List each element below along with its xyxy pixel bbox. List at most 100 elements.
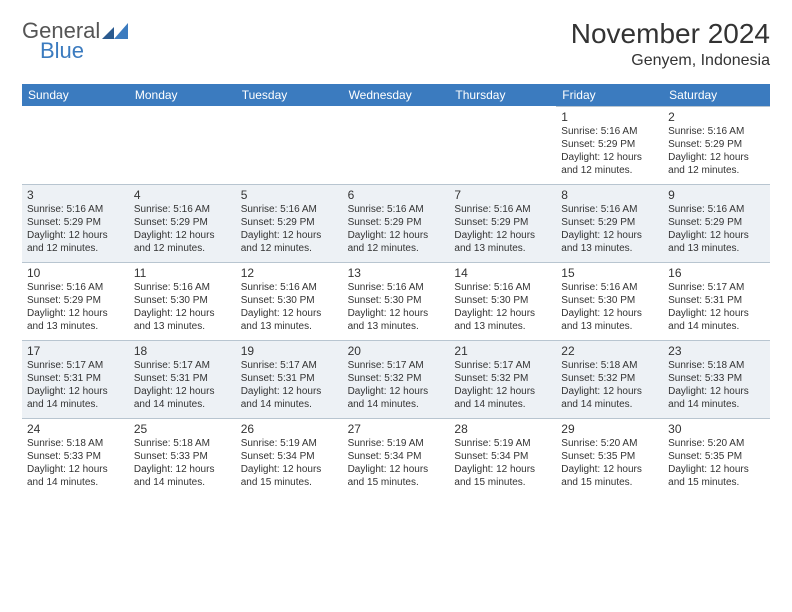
day-number: 17 (27, 344, 124, 358)
day-info: Sunrise: 5:16 AMSunset: 5:30 PMDaylight:… (241, 281, 338, 333)
empty-cell (449, 106, 556, 184)
day-cell: 1Sunrise: 5:16 AMSunset: 5:29 PMDaylight… (556, 106, 663, 184)
sunrise-text: Sunrise: 5:17 AM (27, 359, 124, 372)
day-info: Sunrise: 5:16 AMSunset: 5:29 PMDaylight:… (27, 203, 124, 255)
day-info: Sunrise: 5:20 AMSunset: 5:35 PMDaylight:… (561, 437, 658, 489)
sunrise-text: Sunrise: 5:16 AM (27, 281, 124, 294)
sunset-text: Sunset: 5:29 PM (454, 216, 551, 229)
day-info: Sunrise: 5:18 AMSunset: 5:32 PMDaylight:… (561, 359, 658, 411)
day-cell: 12Sunrise: 5:16 AMSunset: 5:30 PMDayligh… (236, 262, 343, 340)
day-number: 26 (241, 422, 338, 436)
day-cell: 18Sunrise: 5:17 AMSunset: 5:31 PMDayligh… (129, 340, 236, 418)
day-cell: 27Sunrise: 5:19 AMSunset: 5:34 PMDayligh… (343, 418, 450, 496)
sunrise-text: Sunrise: 5:16 AM (668, 125, 765, 138)
week-row: 24Sunrise: 5:18 AMSunset: 5:33 PMDayligh… (22, 418, 770, 496)
weekday-header: Saturday (663, 84, 770, 106)
day-number: 21 (454, 344, 551, 358)
weekday-header: Sunday (22, 84, 129, 106)
week-row: 10Sunrise: 5:16 AMSunset: 5:29 PMDayligh… (22, 262, 770, 340)
daylight-text: Daylight: 12 hours and 14 minutes. (134, 385, 231, 411)
header: General Blue November 2024 Genyem, Indon… (22, 18, 770, 70)
day-cell: 22Sunrise: 5:18 AMSunset: 5:32 PMDayligh… (556, 340, 663, 418)
weekday-row: SundayMondayTuesdayWednesdayThursdayFrid… (22, 84, 770, 106)
day-cell: 26Sunrise: 5:19 AMSunset: 5:34 PMDayligh… (236, 418, 343, 496)
day-number: 20 (348, 344, 445, 358)
day-info: Sunrise: 5:18 AMSunset: 5:33 PMDaylight:… (134, 437, 231, 489)
daylight-text: Daylight: 12 hours and 12 minutes. (134, 229, 231, 255)
daylight-text: Daylight: 12 hours and 12 minutes. (241, 229, 338, 255)
day-cell: 14Sunrise: 5:16 AMSunset: 5:30 PMDayligh… (449, 262, 556, 340)
day-cell: 30Sunrise: 5:20 AMSunset: 5:35 PMDayligh… (663, 418, 770, 496)
sunrise-text: Sunrise: 5:16 AM (668, 203, 765, 216)
daylight-text: Daylight: 12 hours and 13 minutes. (668, 229, 765, 255)
week-row: 17Sunrise: 5:17 AMSunset: 5:31 PMDayligh… (22, 340, 770, 418)
day-cell: 2Sunrise: 5:16 AMSunset: 5:29 PMDaylight… (663, 106, 770, 184)
sunset-text: Sunset: 5:34 PM (348, 450, 445, 463)
daylight-text: Daylight: 12 hours and 15 minutes. (454, 463, 551, 489)
title-block: November 2024 Genyem, Indonesia (571, 18, 770, 70)
sunrise-text: Sunrise: 5:16 AM (348, 281, 445, 294)
day-info: Sunrise: 5:17 AMSunset: 5:31 PMDaylight:… (27, 359, 124, 411)
day-number: 3 (27, 188, 124, 202)
day-info: Sunrise: 5:18 AMSunset: 5:33 PMDaylight:… (668, 359, 765, 411)
sunset-text: Sunset: 5:29 PM (561, 216, 658, 229)
day-number: 16 (668, 266, 765, 280)
sunset-text: Sunset: 5:32 PM (454, 372, 551, 385)
weekday-header: Tuesday (236, 84, 343, 106)
sunset-text: Sunset: 5:30 PM (348, 294, 445, 307)
sunset-text: Sunset: 5:29 PM (134, 216, 231, 229)
daylight-text: Daylight: 12 hours and 14 minutes. (134, 463, 231, 489)
sunset-text: Sunset: 5:34 PM (454, 450, 551, 463)
day-info: Sunrise: 5:17 AMSunset: 5:32 PMDaylight:… (348, 359, 445, 411)
day-info: Sunrise: 5:16 AMSunset: 5:30 PMDaylight:… (348, 281, 445, 333)
sunrise-text: Sunrise: 5:16 AM (454, 281, 551, 294)
daylight-text: Daylight: 12 hours and 15 minutes. (241, 463, 338, 489)
sunrise-text: Sunrise: 5:16 AM (348, 203, 445, 216)
day-number: 25 (134, 422, 231, 436)
day-info: Sunrise: 5:17 AMSunset: 5:31 PMDaylight:… (241, 359, 338, 411)
day-info: Sunrise: 5:16 AMSunset: 5:29 PMDaylight:… (134, 203, 231, 255)
day-number: 14 (454, 266, 551, 280)
day-info: Sunrise: 5:16 AMSunset: 5:29 PMDaylight:… (454, 203, 551, 255)
day-info: Sunrise: 5:19 AMSunset: 5:34 PMDaylight:… (454, 437, 551, 489)
sunrise-text: Sunrise: 5:16 AM (561, 281, 658, 294)
daylight-text: Daylight: 12 hours and 12 minutes. (348, 229, 445, 255)
daylight-text: Daylight: 12 hours and 14 minutes. (668, 307, 765, 333)
sunrise-text: Sunrise: 5:16 AM (27, 203, 124, 216)
sunset-text: Sunset: 5:30 PM (454, 294, 551, 307)
day-cell: 16Sunrise: 5:17 AMSunset: 5:31 PMDayligh… (663, 262, 770, 340)
day-info: Sunrise: 5:19 AMSunset: 5:34 PMDaylight:… (241, 437, 338, 489)
month-title: November 2024 (571, 18, 770, 50)
day-number: 9 (668, 188, 765, 202)
day-cell: 20Sunrise: 5:17 AMSunset: 5:32 PMDayligh… (343, 340, 450, 418)
day-cell: 5Sunrise: 5:16 AMSunset: 5:29 PMDaylight… (236, 184, 343, 262)
sunrise-text: Sunrise: 5:16 AM (134, 281, 231, 294)
day-cell: 13Sunrise: 5:16 AMSunset: 5:30 PMDayligh… (343, 262, 450, 340)
day-number: 11 (134, 266, 231, 280)
logo: General Blue (22, 18, 128, 64)
day-info: Sunrise: 5:17 AMSunset: 5:31 PMDaylight:… (668, 281, 765, 333)
day-number: 22 (561, 344, 658, 358)
daylight-text: Daylight: 12 hours and 13 minutes. (241, 307, 338, 333)
sunrise-text: Sunrise: 5:18 AM (668, 359, 765, 372)
day-info: Sunrise: 5:19 AMSunset: 5:34 PMDaylight:… (348, 437, 445, 489)
sunset-text: Sunset: 5:29 PM (348, 216, 445, 229)
daylight-text: Daylight: 12 hours and 12 minutes. (27, 229, 124, 255)
sunset-text: Sunset: 5:35 PM (668, 450, 765, 463)
daylight-text: Daylight: 12 hours and 14 minutes. (454, 385, 551, 411)
daylight-text: Daylight: 12 hours and 13 minutes. (27, 307, 124, 333)
weekday-header: Thursday (449, 84, 556, 106)
sunrise-text: Sunrise: 5:17 AM (241, 359, 338, 372)
day-info: Sunrise: 5:16 AMSunset: 5:29 PMDaylight:… (668, 203, 765, 255)
sunrise-text: Sunrise: 5:18 AM (561, 359, 658, 372)
sunset-text: Sunset: 5:29 PM (241, 216, 338, 229)
day-number: 4 (134, 188, 231, 202)
sunrise-text: Sunrise: 5:20 AM (668, 437, 765, 450)
day-cell: 17Sunrise: 5:17 AMSunset: 5:31 PMDayligh… (22, 340, 129, 418)
daylight-text: Daylight: 12 hours and 14 minutes. (561, 385, 658, 411)
day-cell: 29Sunrise: 5:20 AMSunset: 5:35 PMDayligh… (556, 418, 663, 496)
sunrise-text: Sunrise: 5:16 AM (241, 203, 338, 216)
day-info: Sunrise: 5:16 AMSunset: 5:29 PMDaylight:… (348, 203, 445, 255)
sunset-text: Sunset: 5:29 PM (668, 216, 765, 229)
sunset-text: Sunset: 5:29 PM (27, 294, 124, 307)
